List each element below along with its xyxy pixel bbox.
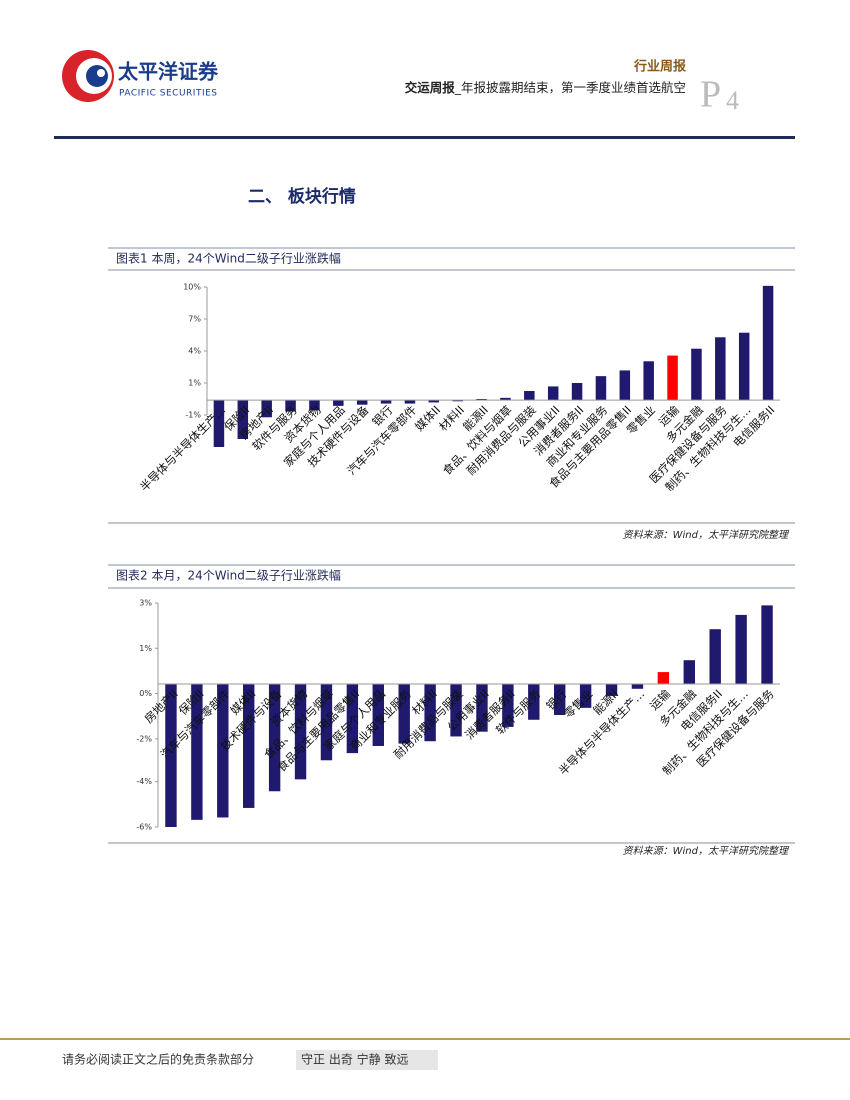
bar	[294, 684, 307, 780]
bar	[500, 397, 511, 401]
y-tick-label: -1%	[185, 411, 201, 420]
subtitle-bold: 交运周报	[405, 80, 456, 95]
bar	[691, 348, 702, 401]
y-tick-label: 3%	[139, 599, 152, 608]
subtitle-rest: _年报披露期结束，第一季度业绩首选航空	[454, 80, 686, 95]
bar	[571, 383, 583, 401]
bar	[657, 672, 670, 685]
bar	[554, 684, 566, 715]
footer-rule	[0, 1038, 850, 1040]
bar	[735, 614, 747, 685]
bar	[243, 684, 255, 808]
disclaimer: 请务必阅读正文之后的免责条款部分	[62, 1052, 254, 1067]
motto: 守正 出奇 宁静 致远	[301, 1052, 408, 1067]
y-tick-label: -4%	[136, 777, 152, 786]
bar	[380, 400, 392, 404]
page-letter: P	[700, 74, 721, 116]
bar	[709, 629, 721, 685]
bar	[346, 684, 359, 754]
chart1-title: 图表1 本周，24个Wind二级子行业涨跌幅	[116, 251, 341, 266]
chart2-source: 资料来源：Wind，太平洋研究院整理	[623, 845, 790, 857]
bar	[320, 684, 333, 761]
bar	[191, 684, 203, 820]
logo	[62, 50, 114, 102]
bar	[261, 400, 272, 418]
bar	[237, 400, 249, 439]
motto-box	[296, 1050, 438, 1070]
bar	[452, 400, 463, 402]
bar	[213, 400, 225, 447]
chart2-title: 图表2 本月，24个Wind二级子行业涨跌幅	[116, 568, 341, 583]
bar	[524, 391, 535, 401]
bar	[738, 332, 750, 401]
bar	[217, 684, 229, 818]
bar	[502, 684, 514, 727]
bar	[761, 605, 773, 685]
y-tick-label: 1%	[188, 379, 201, 388]
page-number: 4	[726, 86, 739, 115]
bar	[268, 684, 281, 792]
header-subtitle: 交运周报_年报披露期结束，第一季度业绩首选航空	[405, 80, 686, 95]
bar	[165, 684, 177, 827]
bar	[333, 400, 344, 406]
bar	[643, 361, 654, 401]
bar	[547, 386, 559, 401]
x-tick-label: 材料II	[436, 403, 467, 434]
y-tick-label: -6%	[136, 823, 152, 832]
chart2-frame	[108, 564, 795, 844]
chart1-source: 资料来源：Wind，太平洋研究院整理	[623, 529, 790, 541]
x-tick-label: 半导体与半导体生产…	[137, 403, 228, 494]
y-tick-label: 4%	[188, 347, 201, 356]
bar	[476, 684, 488, 732]
bar	[579, 684, 592, 708]
y-tick-label: -2%	[136, 734, 152, 743]
y-tick-label: 10%	[183, 283, 201, 292]
report-type: 行业周报	[633, 59, 687, 75]
bar	[428, 400, 440, 403]
header-rule	[54, 136, 795, 139]
bar	[605, 684, 618, 696]
bar	[450, 684, 462, 737]
y-tick-label: 7%	[188, 315, 201, 324]
bar	[683, 660, 695, 685]
bar	[372, 684, 384, 746]
chart1-frame	[108, 247, 795, 524]
x-tick-label: 媒体II	[412, 403, 443, 434]
bar	[285, 400, 296, 412]
bar	[309, 400, 320, 411]
y-tick-label: 0%	[139, 689, 152, 698]
bar	[528, 684, 540, 720]
logo-en: PACIFIC SECURITIES	[119, 89, 218, 99]
bar	[398, 684, 410, 744]
bar	[667, 355, 678, 401]
bar	[762, 285, 774, 401]
y-tick-label: 1%	[139, 644, 152, 653]
bar	[476, 399, 487, 401]
bar	[715, 337, 726, 401]
bar	[595, 376, 607, 401]
bar	[631, 684, 644, 689]
logo-cn: 太平洋证券	[118, 60, 219, 84]
bar	[424, 684, 436, 742]
bar	[356, 400, 368, 405]
section-title: 二、 板块行情	[248, 186, 356, 207]
bar	[404, 400, 416, 404]
bar	[619, 370, 631, 401]
